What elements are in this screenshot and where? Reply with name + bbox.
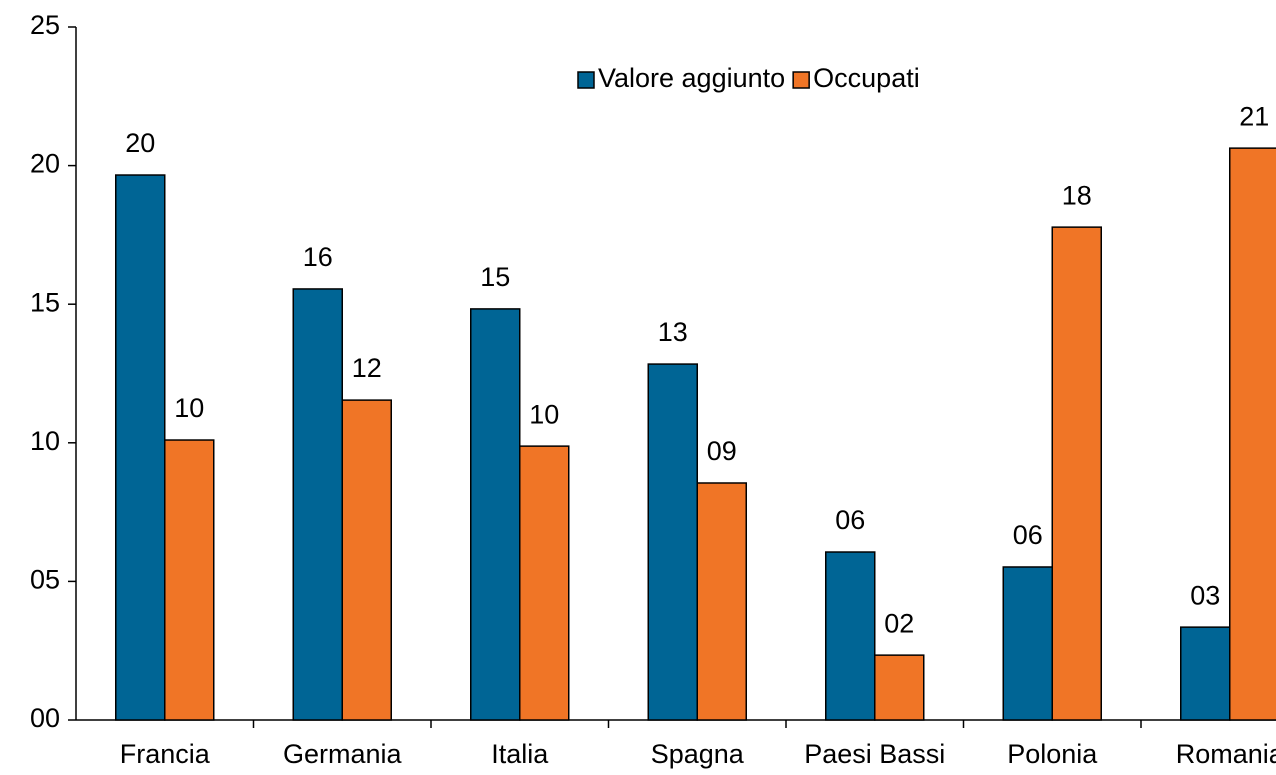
data-label: 06 — [1013, 520, 1043, 550]
y-tick-label: 10 — [30, 426, 60, 456]
bar — [1051, 226, 1102, 721]
x-tick-label: Italia — [491, 739, 549, 769]
bar — [519, 445, 570, 721]
legend-label: Occupati — [813, 63, 920, 93]
x-tick-label: Francia — [120, 739, 211, 769]
data-label: 10 — [174, 393, 204, 423]
bar — [696, 482, 747, 721]
y-tick-label: 15 — [30, 287, 60, 317]
x-tick-label: Polonia — [1007, 739, 1098, 769]
x-tick-label: Romania — [1176, 739, 1276, 769]
bar — [115, 174, 166, 721]
y-tick-label: 25 — [30, 10, 60, 40]
bar — [825, 551, 876, 721]
x-tick-label: Germania — [283, 739, 403, 769]
legend-swatch — [792, 71, 810, 89]
data-label: 15 — [480, 262, 510, 292]
data-label: 16 — [303, 242, 333, 272]
bar — [1180, 626, 1231, 721]
bar — [292, 288, 343, 721]
data-label: 10 — [529, 399, 559, 429]
legend-swatch — [577, 71, 595, 89]
data-label: 09 — [707, 436, 737, 466]
data-label: 21 — [1239, 101, 1269, 131]
y-tick-label: 05 — [30, 565, 60, 595]
data-label: 02 — [884, 608, 914, 638]
bar — [874, 654, 925, 721]
x-tick-label: Spagna — [651, 739, 745, 769]
data-label: 20 — [125, 128, 155, 158]
bar — [341, 399, 392, 721]
data-label: 06 — [835, 505, 865, 535]
bar — [470, 308, 521, 721]
y-tick-label: 20 — [30, 149, 60, 179]
data-label: 12 — [352, 353, 382, 383]
data-label: 13 — [658, 317, 688, 347]
data-label: 03 — [1190, 580, 1220, 610]
x-tick-label: Paesi Bassi — [804, 739, 945, 769]
data-label: 18 — [1062, 180, 1092, 210]
y-tick-label: 00 — [30, 703, 60, 733]
bar — [1229, 147, 1276, 721]
bar — [647, 363, 698, 721]
legend-label: Valore aggiunto — [598, 63, 785, 93]
bar — [164, 439, 215, 721]
bar — [1002, 566, 1053, 721]
